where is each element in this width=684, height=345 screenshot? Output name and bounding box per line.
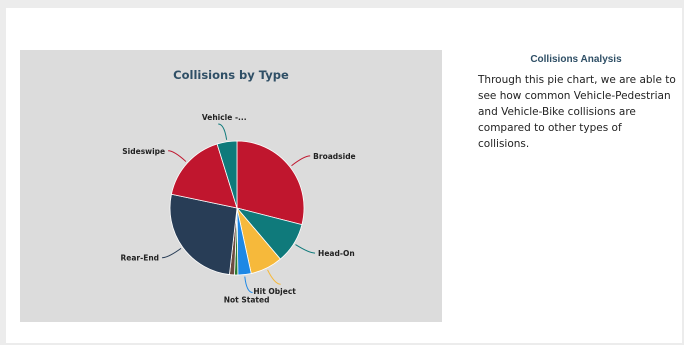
pie-slice[interactable]	[236, 140, 305, 226]
leader-line	[267, 269, 281, 285]
analysis-text: Through this pie chart, we are able to s…	[478, 74, 676, 150]
slice-label: Not Stated	[224, 295, 270, 304]
leader-line	[162, 247, 182, 259]
leader-line	[295, 244, 316, 254]
slice-label: Head-On	[318, 249, 355, 258]
leader-line	[218, 123, 228, 140]
leader-line	[244, 276, 253, 293]
pie-slice[interactable]	[216, 140, 238, 209]
slice-label: Vehicle -...	[202, 113, 247, 122]
leader-line	[168, 150, 187, 162]
pie-slice[interactable]	[169, 193, 238, 276]
slice-label: Rear-End	[120, 254, 159, 263]
pie-slice[interactable]	[170, 143, 238, 209]
slice-label: Broadside	[313, 152, 356, 161]
dashboard-page: Collisions by Type Broadside Head-On Hit O…	[6, 8, 682, 343]
analysis-panel: Collisions Analysis Through this pie cha…	[476, 54, 676, 152]
slice-label: Hit Object	[253, 287, 296, 296]
chart-title: Collisions by Type	[173, 68, 289, 82]
analysis-title: Collisions Analysis	[530, 54, 622, 65]
chart-panel: Collisions by Type Broadside Head-On Hit O…	[20, 50, 442, 322]
leader-line	[291, 155, 311, 167]
slice-label: Sideswipe	[122, 147, 165, 156]
